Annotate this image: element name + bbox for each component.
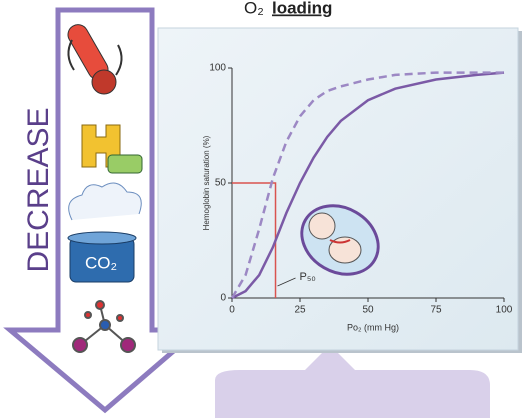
title-word: loading — [272, 0, 332, 17]
y-axis-label: Hemoglobin saturation (%) — [202, 135, 211, 230]
title-o2: O₂ — [244, 0, 264, 17]
x-tick-label: 100 — [496, 305, 513, 316]
y-tick-label: 50 — [215, 178, 227, 189]
x-tick-label: 75 — [430, 305, 442, 316]
x-tick-label: 50 — [362, 305, 374, 316]
x-tick-label: 0 — [229, 305, 235, 316]
annotation: P₅₀ — [300, 271, 316, 283]
x-axis-label: Po₂ (mm Hg) — [347, 322, 399, 332]
speech-bubble — [215, 345, 490, 418]
y-tick-label: 0 — [220, 293, 226, 304]
co2-label: CO₂ — [85, 253, 117, 272]
slide: O₂ loading DECREASE CO₂ 0 25 50 75 100 0 50 100… — [0, 0, 522, 418]
arrow-label: DECREASE — [22, 107, 55, 272]
y-tick-label: 100 — [209, 63, 226, 74]
x-tick-label: 25 — [294, 305, 306, 316]
